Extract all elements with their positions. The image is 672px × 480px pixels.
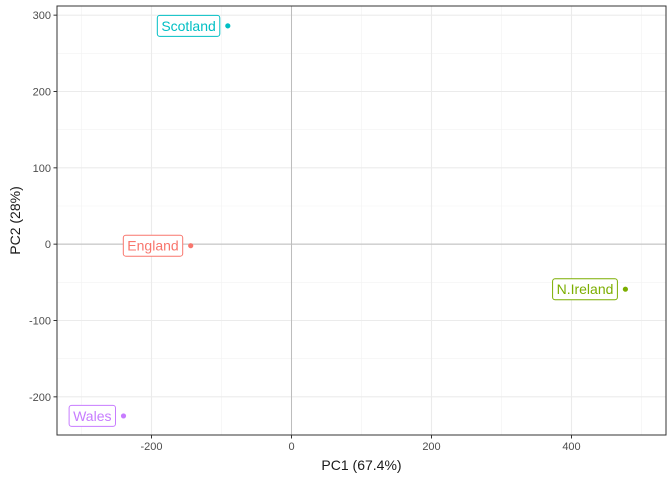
point-scotland [225,23,231,29]
y-tick-label: 300 [33,10,51,22]
y-tick-label: 0 [45,239,51,251]
label-box [122,234,184,257]
x-tick-label: 200 [422,441,440,453]
y-tick-label: -200 [29,392,51,404]
label-text: England [127,238,178,254]
y-tick-label: 200 [33,86,51,98]
point-labels: England Wales Scotland N.Ireland [68,14,618,427]
label-box [68,404,116,427]
data-points [120,23,629,419]
point-england [188,243,194,249]
label-text: Scotland [161,18,215,34]
x-axis-title: PC1 (67.4%) [321,457,401,473]
label-n-ireland: N.Ireland [552,278,618,301]
point-wales [120,413,127,419]
label-text: Wales [73,408,111,424]
label-box [552,278,618,301]
label-england: England [122,234,184,257]
panel-border [56,5,667,436]
y-axis-ticks: -200 -100 0 100 200 300 [29,10,57,404]
x-tick-label: 400 [562,441,580,453]
x-tick-label: -200 [140,441,162,453]
label-text: N.Ireland [557,281,614,297]
label-wales: Wales [68,404,116,427]
point-n-ireland [622,286,629,292]
label-box [156,14,221,37]
x-tick-label: 0 [288,441,294,453]
y-tick-label: -100 [29,315,51,327]
y-tick-label: 100 [33,163,51,175]
label-scotland: Scotland [156,14,221,37]
minor-grid [57,6,666,436]
x-axis-ticks: -200 0 200 400 [140,435,581,453]
y-axis-title: PC2 (28%) [7,186,23,254]
